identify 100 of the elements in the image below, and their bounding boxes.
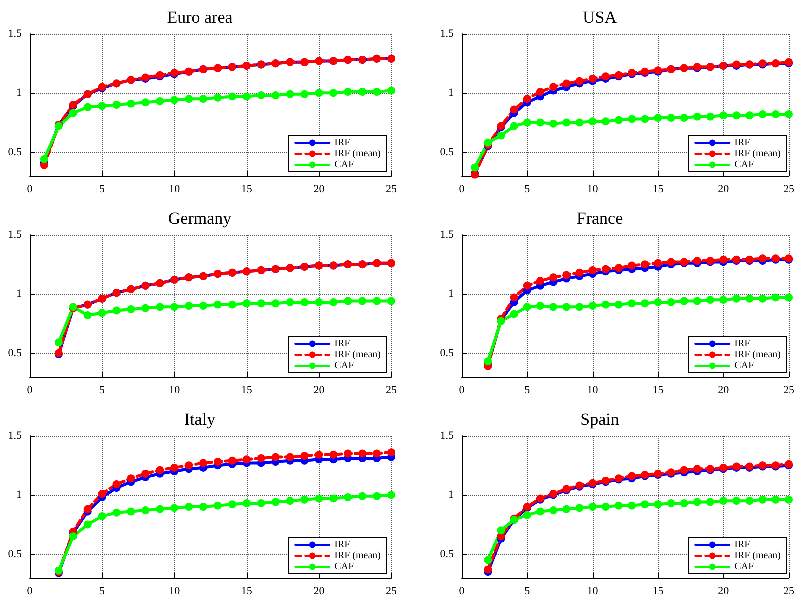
legend-label: IRF (mean) [734, 350, 782, 360]
point [746, 294, 754, 303]
x-tick-label: 0 [27, 586, 34, 598]
point [142, 470, 150, 478]
chart-title: France [576, 209, 624, 228]
point [127, 306, 136, 314]
y-tick-label: 1 [16, 288, 22, 300]
point [667, 499, 676, 508]
point [330, 298, 338, 306]
point [156, 303, 164, 312]
point [680, 114, 688, 122]
point [156, 97, 164, 106]
point [272, 300, 280, 308]
point [315, 494, 324, 503]
legend-label: CAF [334, 562, 355, 572]
chart-title: USA [582, 8, 618, 27]
point [484, 556, 492, 564]
point [242, 499, 251, 508]
x-tick-label: 15 [652, 184, 664, 196]
point [562, 505, 571, 514]
point [614, 502, 623, 510]
point [523, 303, 532, 312]
y-tick-label: 0.5 [8, 347, 22, 360]
x-tick-label: 25 [784, 586, 795, 598]
point [471, 164, 480, 172]
x-tick-label: 15 [652, 384, 664, 396]
y-tick-label: 1.5 [440, 430, 454, 442]
x-tick-label: 10 [169, 184, 181, 196]
x-tick-label: 25 [784, 184, 795, 196]
point [98, 102, 106, 110]
point [628, 300, 636, 308]
y-tick-label: 1.5 [440, 229, 454, 241]
x-tick-label: 10 [169, 384, 181, 396]
y-tick-label: 1 [16, 87, 22, 100]
chart-title: Germany [168, 209, 232, 228]
point [785, 496, 793, 504]
y-tick-label: 1 [448, 288, 454, 300]
legend-label: IRF (mean) [734, 550, 782, 562]
point [602, 503, 610, 511]
point [536, 508, 544, 516]
point [315, 89, 324, 98]
point [330, 450, 338, 459]
point [484, 358, 492, 366]
x-tick-label: 25 [386, 184, 398, 196]
point [732, 497, 741, 506]
point [84, 505, 92, 514]
point [373, 450, 382, 458]
point [373, 297, 382, 306]
point [758, 110, 767, 118]
x-tick-label: 0 [459, 586, 466, 598]
x-tick-label: 5 [100, 586, 106, 598]
point [497, 526, 506, 535]
point [185, 302, 194, 310]
point [257, 454, 266, 462]
point [693, 297, 702, 306]
point [550, 506, 558, 515]
x-tick-label: 20 [314, 586, 326, 598]
point [228, 92, 236, 101]
x-tick-label: 5 [100, 384, 106, 396]
x-tick-label: 5 [524, 184, 531, 196]
point [257, 92, 266, 100]
point [523, 118, 532, 127]
x-tick-label: 20 [314, 184, 326, 196]
point [54, 338, 63, 347]
legend-label: IRF [734, 338, 751, 350]
point [84, 311, 92, 320]
point [300, 496, 309, 504]
point [510, 310, 518, 318]
point [562, 80, 571, 88]
point [576, 268, 584, 277]
point [257, 300, 266, 308]
point [286, 453, 294, 462]
point [706, 112, 715, 121]
point [680, 499, 688, 508]
legend-label: IRF [334, 338, 351, 350]
x-tick-label: 20 [718, 384, 730, 396]
legend-label: CAF [734, 160, 755, 170]
point [706, 498, 715, 506]
point [200, 95, 208, 104]
point [242, 456, 251, 464]
x-tick-label: 5 [524, 384, 531, 396]
y-tick-label: 0.5 [8, 146, 22, 158]
point [641, 300, 650, 308]
point [536, 277, 544, 286]
point [536, 88, 544, 96]
x-tick-label: 10 [169, 586, 181, 598]
point [536, 118, 544, 127]
point [758, 294, 767, 303]
point [588, 266, 597, 274]
point [510, 294, 518, 302]
point [497, 132, 506, 140]
point [344, 297, 352, 306]
point [200, 302, 208, 310]
legend-label: CAF [734, 360, 755, 372]
point [758, 496, 767, 504]
point [588, 302, 597, 310]
y-tick-label: 1 [16, 489, 22, 502]
point [576, 118, 584, 127]
point [156, 505, 164, 514]
point [550, 120, 558, 128]
